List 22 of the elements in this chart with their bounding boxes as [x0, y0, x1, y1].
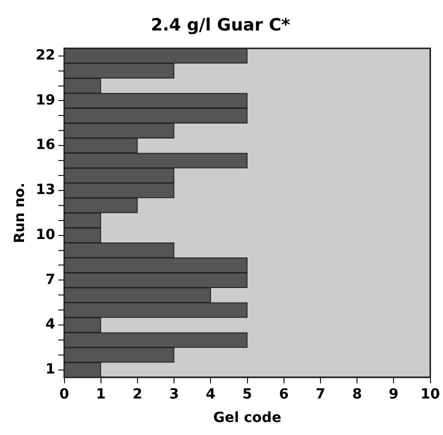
x-tick-label: 2 [132, 386, 142, 402]
x-axis-title: Gel code [213, 410, 282, 426]
x-tick-label: 5 [242, 386, 252, 402]
y-tick-label: 19 [36, 92, 56, 108]
x-tick-label: 10 [420, 386, 440, 402]
y-tick-label: 4 [46, 316, 56, 333]
y-tick-label: 22 [36, 48, 56, 64]
y-tick-label: 1 [46, 362, 56, 378]
x-tick-label: 0 [59, 386, 70, 402]
x-tick-label: 8 [352, 386, 362, 402]
x-tick-label: 9 [388, 386, 399, 402]
x-tick-label: 6 [278, 386, 289, 402]
y-tick-label: 10 [36, 226, 56, 243]
x-tick-label: 1 [96, 386, 106, 402]
x-tick-label: 3 [169, 386, 179, 402]
chart-title: 2.4 g/l Guar C* [150, 16, 290, 36]
y-tick-label: 13 [36, 182, 56, 198]
x-tick-label: 4 [206, 386, 216, 402]
y-tick-label: 16 [36, 137, 56, 154]
y-axis-title: Run no. [12, 182, 28, 244]
y-tick-label: 7 [46, 272, 56, 288]
x-tick-label: 7 [316, 386, 326, 402]
